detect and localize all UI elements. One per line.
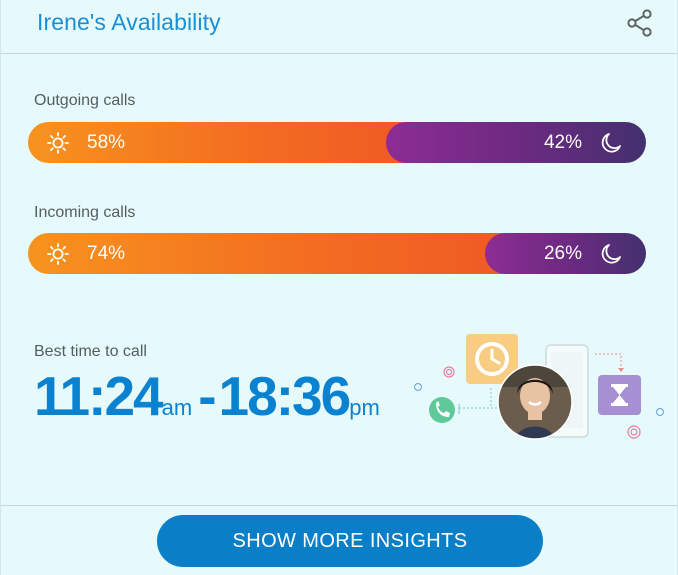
best-time-separator: - xyxy=(198,365,217,427)
card-footer: SHOW MORE INSIGHTS xyxy=(1,505,677,575)
best-time-end-suffix: pm xyxy=(349,395,380,420)
incoming-night-segment xyxy=(485,233,646,274)
incoming-day-percent: 74% xyxy=(87,243,126,264)
share-icon[interactable] xyxy=(625,8,655,38)
best-time-label: Best time to call xyxy=(34,343,147,360)
hourglass-icon xyxy=(598,375,641,415)
show-more-insights-button[interactable]: SHOW MORE INSIGHTS xyxy=(157,515,543,567)
best-time-start: 11:24 xyxy=(34,365,164,427)
clock-icon xyxy=(466,334,518,384)
target-icon xyxy=(443,366,641,439)
moon-icon xyxy=(601,244,621,264)
card-header: Irene's Availability xyxy=(1,0,677,54)
outgoing-calls-bar: 58% 42% xyxy=(28,122,646,163)
outgoing-night-percent: 42% xyxy=(543,132,582,153)
dot-pattern-icon xyxy=(413,382,665,417)
incoming-calls-label: Incoming calls xyxy=(34,204,136,221)
incoming-night-percent: 26% xyxy=(543,243,582,264)
outgoing-calls-label: Outgoing calls xyxy=(34,92,136,109)
card-title: Irene's Availability xyxy=(37,9,221,35)
call-timing-illustration xyxy=(413,334,665,440)
sun-icon xyxy=(47,243,69,265)
outgoing-day-percent: 58% xyxy=(87,132,126,153)
phone-call-icon xyxy=(429,397,455,423)
avatar xyxy=(498,365,572,439)
best-time-start-suffix: am xyxy=(161,395,193,420)
moon-icon xyxy=(601,133,621,153)
incoming-day-segment xyxy=(28,233,505,274)
best-time-range: 11:24am -18:36pm xyxy=(34,364,380,428)
outgoing-day-segment xyxy=(28,122,406,163)
sun-icon xyxy=(47,132,69,154)
best-time-end: 18:36 xyxy=(218,365,352,427)
incoming-calls-bar: 74% 26% xyxy=(28,233,646,274)
